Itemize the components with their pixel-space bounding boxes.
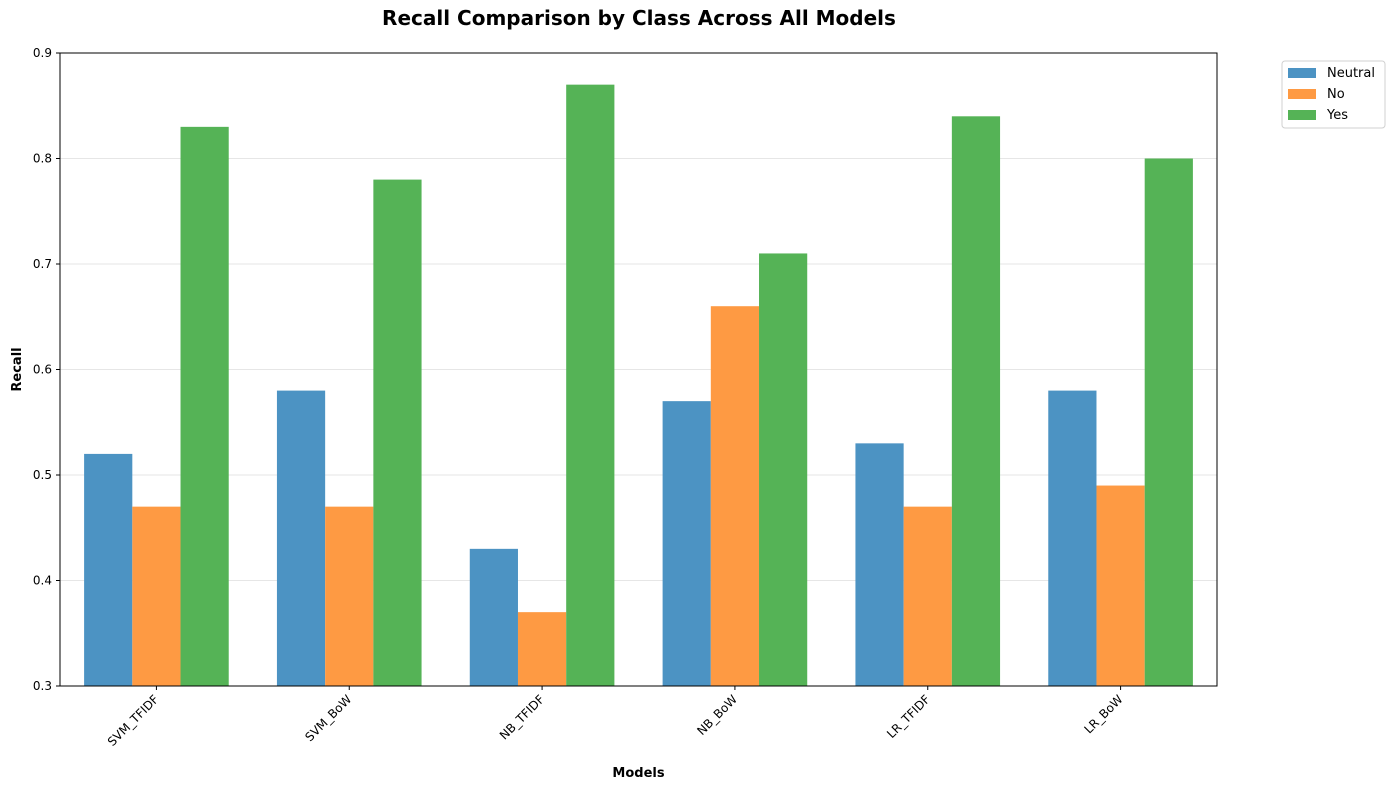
bar-no-svm_tfidf [132,506,181,686]
y-tick-label: 0.9 [33,46,52,60]
chart-title: Recall Comparison by Class Across All Mo… [382,6,896,30]
y-axis-label: Recall [10,347,25,391]
bar-no-nb_bow [710,306,760,686]
bar-neutral-lr_bow [1048,390,1097,686]
bar-yes-lr_tfidf [951,116,1001,687]
y-tick-label: 0.6 [33,363,52,377]
x-tick-label: LR_BoW [1082,692,1126,736]
bar-yes-svm_tfidf [180,126,229,687]
legend-label-yes: Yes [1326,108,1348,123]
bar-neutral-svm_tfidf [84,453,133,686]
bar-neutral-nb_tfidf [469,548,518,686]
x-tick-label: SVM_BoW [302,692,354,744]
legend-swatch-no [1288,89,1316,99]
y-axis: 0.3 0.4 0.5 0.6 0.7 0.8 0.9 [33,46,60,693]
bar-yes-svm_bow [373,179,422,686]
x-axis-label: Models [612,766,664,781]
bar-no-lr_bow [1096,485,1145,686]
x-axis: SVM_TFIDF SVM_BoW NB_TFIDF NB_BoW LR_TFIDF LR… [105,686,1126,749]
x-tick-label: NB_BoW [694,692,740,738]
bar-no-svm_bow [325,506,374,686]
bar-neutral-svm_bow [276,390,326,686]
bar-neutral-nb_bow [662,401,711,686]
grid-layer [60,158,1217,581]
bar-no-lr_tfidf [903,506,952,686]
bar-yes-lr_bow [1144,158,1193,686]
bar-neutral-lr_tfidf [855,443,904,686]
legend-swatch-neutral [1288,68,1316,78]
legend-label-neutral: Neutral [1327,66,1375,81]
bar-yes-nb_bow [759,253,808,686]
bars-layer [84,84,1193,687]
legend-label-no: No [1327,87,1345,102]
y-tick-label: 0.7 [33,257,52,271]
x-tick-label: LR_TFIDF [884,692,933,741]
bar-no-nb_tfidf [517,612,567,686]
y-tick-label: 0.5 [33,468,52,482]
x-tick-label: SVM_TFIDF [105,692,162,749]
x-tick-label: NB_TFIDF [497,692,547,742]
y-tick-label: 0.4 [33,574,52,588]
legend-swatch-yes [1288,110,1316,120]
legend: Neutral No Yes [1281,60,1386,129]
bar-yes-nb_tfidf [566,84,615,686]
y-tick-label: 0.8 [33,152,52,166]
y-tick-label: 0.3 [33,679,52,693]
